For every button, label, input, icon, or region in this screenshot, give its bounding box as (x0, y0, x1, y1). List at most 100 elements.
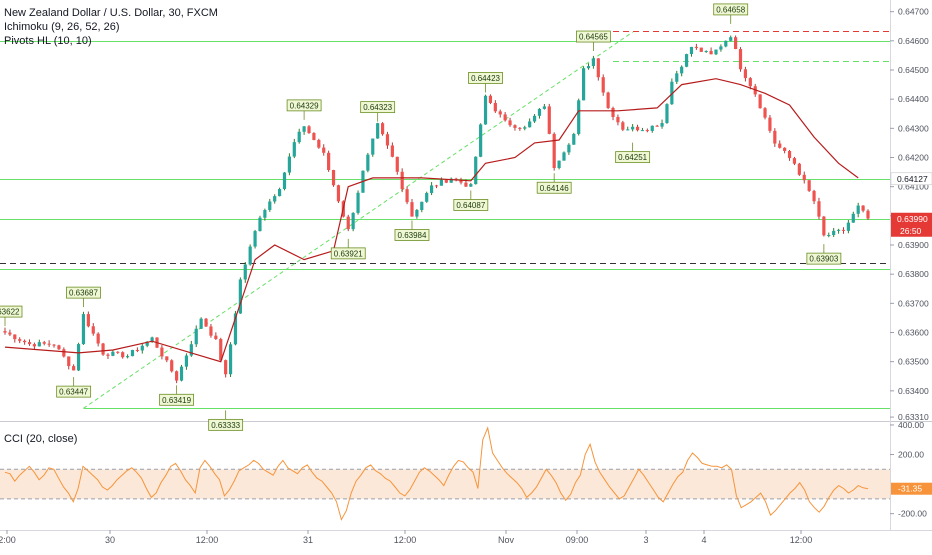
candle-body (130, 349, 135, 357)
time-tick-label: 4 (701, 535, 706, 545)
price-tick-label: 0.64400 (898, 94, 929, 104)
candle-body (385, 134, 390, 146)
candle-body (434, 185, 439, 187)
symbol-title[interactable]: New Zealand Dollar / U.S. Dollar, 30, FX… (4, 7, 218, 19)
candle (469, 182, 473, 187)
candle (822, 215, 826, 237)
candle (170, 359, 174, 373)
candle (778, 140, 782, 149)
time-tick-label: 12:00 (790, 535, 813, 545)
candle-body (518, 127, 522, 129)
pivot-text: 0.63419 (162, 396, 191, 405)
candle (57, 344, 61, 350)
candle (557, 160, 561, 170)
candle-body (689, 46, 694, 55)
candle-body (204, 318, 208, 327)
candle (675, 70, 679, 84)
candle-body (508, 120, 512, 126)
candle-body (655, 125, 659, 127)
candle (96, 332, 100, 347)
candle (591, 55, 596, 69)
candle-body (121, 352, 125, 358)
candle (542, 103, 546, 110)
pivot-label: 0.64087 (453, 190, 489, 211)
candle (420, 201, 424, 213)
countdown-text: 26:50 (900, 226, 922, 236)
pivot-label: 0.64565 (576, 30, 611, 52)
pivot-box (0, 305, 23, 318)
candle-body (18, 339, 22, 341)
price-tick-label: 0.64100 (898, 182, 929, 192)
candle (3, 327, 7, 335)
candle-body (371, 138, 375, 155)
pivot-text: 0.64087 (456, 201, 485, 210)
candle-body (768, 117, 772, 131)
candle-body (709, 50, 713, 55)
pivot-box (286, 99, 322, 112)
ichimoku-legend[interactable]: Ichimoku (9, 26, 52, 26) (4, 21, 120, 33)
pivot-label: 0.64658 (713, 3, 749, 24)
candle (165, 356, 169, 363)
candle-body (273, 196, 277, 202)
candle (459, 177, 463, 185)
candle-body (743, 69, 748, 79)
pivot-text: 0.63333 (211, 421, 240, 430)
candle-body (454, 178, 458, 180)
candle (827, 232, 831, 238)
candle (297, 128, 301, 144)
candle (832, 228, 836, 237)
candle (385, 131, 390, 149)
candle-body (410, 202, 414, 217)
candle-body (116, 351, 120, 353)
candle-body (861, 205, 865, 211)
candle-body (802, 174, 806, 181)
candle-body (714, 49, 718, 55)
cci-title[interactable]: CCI (20, close) (4, 433, 78, 445)
current-price-text: 0.63990 (897, 214, 928, 224)
candle (277, 187, 282, 197)
pivot-text: 0.64329 (290, 101, 319, 110)
candle-body (13, 334, 17, 340)
candle-body (665, 104, 669, 124)
candle (81, 311, 86, 345)
candle-body (807, 180, 811, 191)
cci-tick-label: 200.00 (898, 450, 924, 460)
candle (376, 122, 380, 139)
pivot-label: 0.63687 (66, 286, 101, 308)
level-badge (890, 172, 932, 186)
candle-body (351, 212, 355, 230)
candle-body (238, 279, 242, 314)
candle (660, 119, 664, 129)
pivot-text: 0.64251 (618, 153, 647, 162)
candle-body (42, 342, 46, 344)
candle-body (851, 213, 855, 223)
time-tick-label: 31 (303, 535, 313, 545)
candle (150, 336, 154, 343)
candle-body (650, 125, 654, 131)
candle (125, 354, 130, 359)
candle-body (214, 335, 218, 340)
candle (498, 109, 502, 118)
time-tick-label: 3 (643, 535, 648, 545)
candle-body (616, 117, 620, 123)
candle-body (366, 154, 370, 171)
candle-body (189, 344, 193, 356)
candle-body (596, 58, 600, 78)
candle (434, 184, 439, 189)
candle-body (817, 201, 821, 217)
candles (3, 35, 870, 384)
candle-body (621, 122, 625, 130)
pivot-text: 0.63921 (334, 249, 363, 258)
pivot-text: 0.63447 (59, 388, 88, 397)
candle (596, 58, 600, 81)
candle (101, 342, 105, 356)
candle (47, 340, 51, 347)
candle-body (47, 343, 51, 345)
candle (724, 40, 728, 48)
candle (67, 356, 71, 370)
pivots-legend[interactable]: Pivots HL (10, 10) (4, 35, 92, 47)
candle-body (425, 192, 429, 202)
pivot-label: 0.63903 (806, 244, 842, 265)
pivot-text: 0.64323 (363, 103, 392, 112)
